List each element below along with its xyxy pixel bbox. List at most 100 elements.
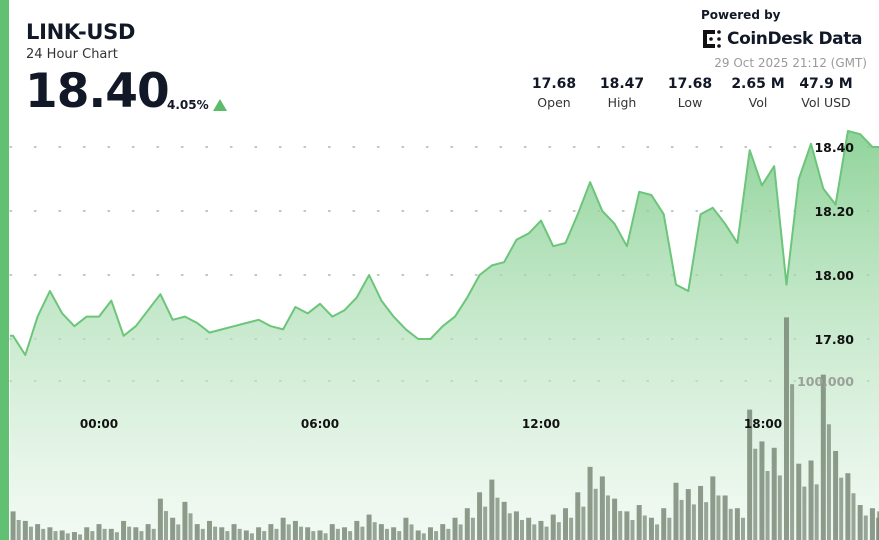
- volume-bar: [409, 524, 414, 540]
- stat-open: 17.68 Open: [525, 76, 583, 110]
- volume-bar: [550, 514, 556, 540]
- volume-bar: [446, 528, 451, 540]
- volume-bar: [335, 528, 340, 540]
- volume-bar: [501, 501, 507, 540]
- volume-bar: [22, 520, 28, 540]
- volume-bar: [740, 517, 745, 540]
- volume-bar: [587, 466, 593, 540]
- volume-bar: [636, 505, 642, 540]
- volume-bar: [403, 517, 409, 540]
- volume-bar: [538, 520, 544, 540]
- brand-name: CoinDesk Data: [727, 29, 863, 49]
- volume-bar: [790, 384, 795, 540]
- volume-bar: [317, 530, 323, 540]
- volume-bar: [642, 515, 647, 540]
- x-tick-label: 18:00: [744, 417, 782, 431]
- volume-bar: [747, 409, 753, 540]
- volume-bar: [618, 511, 623, 540]
- volume-bar: [661, 508, 667, 540]
- volume-bar: [329, 524, 335, 540]
- volume-bar: [470, 517, 475, 540]
- volume-bar: [796, 463, 802, 540]
- volume-bar: [648, 517, 654, 540]
- volume-bar: [857, 505, 863, 540]
- volume-bar: [771, 447, 777, 540]
- y-tick-label: 17.80: [814, 332, 854, 347]
- volume-bar: [716, 495, 721, 540]
- volume-bar: [243, 530, 249, 540]
- volume-bar: [280, 517, 286, 540]
- volume-bar: [698, 485, 704, 540]
- volume-bar: [820, 374, 826, 540]
- volume-bar: [151, 528, 156, 540]
- current-price: 18.40: [25, 64, 170, 119]
- volume-bar: [667, 517, 672, 540]
- volume-bar: [851, 493, 856, 540]
- volume-bar: [710, 476, 716, 540]
- volume-bar: [704, 502, 709, 540]
- volume-bar: [299, 526, 304, 540]
- volume-bar: [845, 473, 851, 540]
- volume-bar: [563, 508, 569, 540]
- volume-bar: [78, 534, 83, 540]
- volume-bar: [249, 533, 254, 540]
- stat-vol-usd: 47.9 M Vol USD: [797, 76, 855, 110]
- volume-bar: [237, 528, 242, 540]
- volume-bar: [869, 508, 875, 540]
- stat-label: Vol USD: [801, 95, 851, 110]
- volume-bar: [16, 519, 21, 540]
- volume-bar: [753, 448, 758, 540]
- volume-bar: [526, 517, 532, 540]
- volume-bar: [808, 460, 814, 540]
- volume-bar: [182, 501, 188, 540]
- volume-bar: [655, 524, 660, 540]
- volume-bar: [777, 475, 782, 540]
- volume-bar: [108, 528, 114, 540]
- volume-bar: [612, 498, 618, 540]
- chart-subtitle: 24 Hour Chart: [26, 47, 118, 62]
- volume-bar: [685, 489, 691, 540]
- volume-bar: [348, 531, 353, 540]
- price-area-fill: [10, 131, 879, 540]
- volume-bar: [219, 527, 225, 540]
- volume-bar: [84, 527, 90, 540]
- volume-bar: [213, 526, 218, 540]
- volume-bar: [427, 527, 433, 540]
- price-line: [10, 130, 879, 356]
- stat-value: 47.9 M: [799, 76, 853, 92]
- volume-bar: [679, 499, 684, 540]
- stat-vol: 2.65 M Vol: [729, 76, 787, 110]
- volume-bar: [35, 524, 41, 540]
- volume-bar: [464, 508, 470, 540]
- volume-bar: [41, 528, 46, 540]
- volume-bar: [286, 524, 291, 540]
- volume-bar: [569, 517, 574, 540]
- volume-bar: [145, 524, 151, 540]
- stat-high: 18.47 High: [593, 76, 651, 110]
- volume-bar: [194, 524, 200, 540]
- volume-bar: [507, 513, 512, 540]
- volume-bar: [483, 506, 488, 540]
- volume-bar: [734, 508, 740, 540]
- volume-bar: [139, 531, 144, 540]
- volume-bar: [200, 528, 205, 540]
- volume-bar: [544, 526, 549, 540]
- stat-value: 17.68: [531, 76, 577, 92]
- volume-bar: [65, 533, 70, 540]
- volume-bar: [520, 519, 525, 540]
- volume-bar: [127, 526, 132, 540]
- volume-bar: [477, 492, 483, 540]
- volume-bar: [206, 520, 212, 540]
- stat-value: 18.47: [599, 76, 645, 92]
- volume-bar: [170, 517, 176, 540]
- volume-bar: [630, 519, 635, 540]
- volume-bar: [691, 504, 696, 540]
- volume-bar: [102, 528, 107, 540]
- volume-bar: [10, 511, 16, 540]
- volume-bar: [673, 482, 679, 540]
- volume-bar: [599, 476, 605, 540]
- volume-bar: [292, 520, 298, 540]
- brand-logo[interactable]: CoinDesk Data: [702, 29, 862, 49]
- volume-bar: [605, 495, 610, 540]
